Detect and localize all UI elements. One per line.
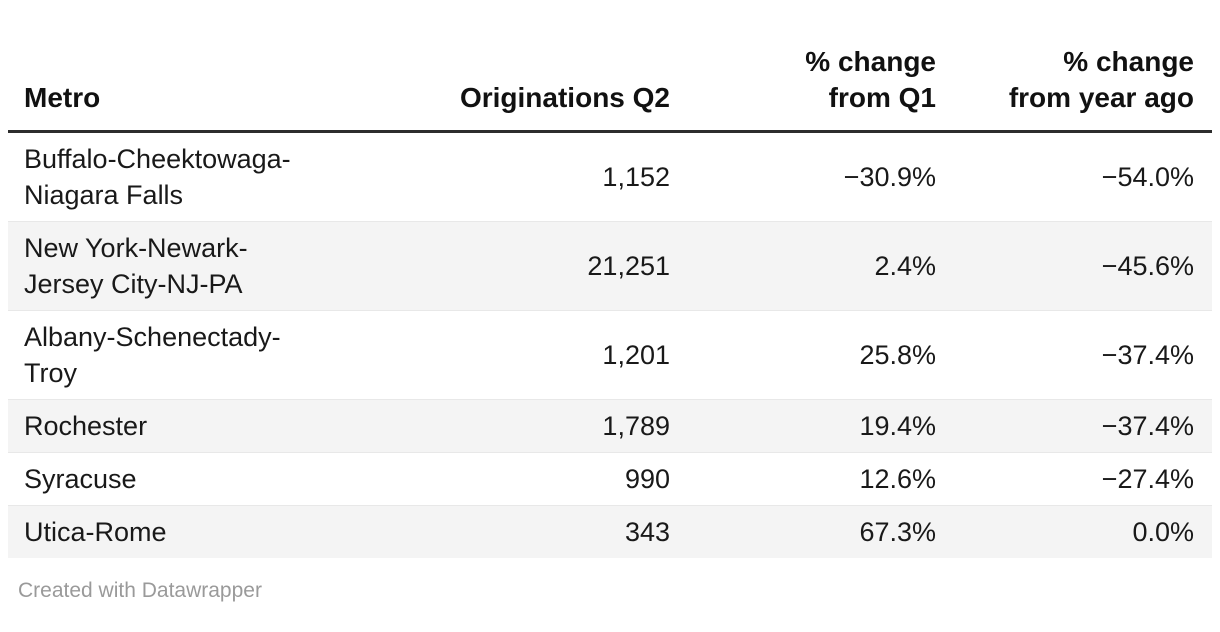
change-q1-cell: 12.6%	[859, 464, 936, 494]
change-year-cell: −37.4%	[1101, 340, 1194, 370]
table-row: Syracuse 990 12.6% −27.4%	[8, 452, 1212, 506]
change-year-cell: 0.0%	[1132, 517, 1194, 547]
metro-cell: Buffalo-Cheektowaga- Niagara Falls	[24, 144, 291, 210]
metro-cell: New York-Newark- Jersey City-NJ-PA	[24, 233, 248, 299]
change-year-cell: −45.6%	[1101, 251, 1194, 281]
table-row: Albany-Schenectady- Troy 1,201 25.8% −37…	[8, 310, 1212, 400]
originations-cell: 1,789	[602, 411, 670, 441]
table-header: Metro Originations Q2 % change from Q1 %…	[8, 44, 1212, 133]
datawrapper-credit-link[interactable]: Created with Datawrapper	[18, 579, 262, 602]
metro-cell: Syracuse	[24, 464, 137, 494]
originations-cell: 1,152	[602, 162, 670, 192]
table-row: Utica-Rome 343 67.3% 0.0%	[8, 505, 1212, 558]
change-year-cell: −37.4%	[1101, 411, 1194, 441]
metro-cell: Utica-Rome	[24, 517, 167, 547]
originations-cell: 21,251	[587, 251, 670, 281]
change-year-cell: −54.0%	[1101, 162, 1194, 192]
change-year-cell: −27.4%	[1101, 464, 1194, 494]
metro-cell: Albany-Schenectady- Troy	[24, 322, 281, 388]
table-row: New York-Newark- Jersey City-NJ-PA 21,25…	[8, 221, 1212, 311]
metro-cell: Rochester	[24, 411, 148, 441]
change-q1-cell: −30.9%	[843, 162, 936, 192]
table-row: Buffalo-Cheektowaga- Niagara Falls 1,152…	[8, 132, 1212, 222]
table-row: Rochester 1,789 19.4% −37.4%	[8, 399, 1212, 453]
change-q1-cell: 19.4%	[859, 411, 936, 441]
originations-cell: 1,201	[602, 340, 670, 370]
column-header-metro: Metro	[8, 44, 420, 133]
table-body: Buffalo-Cheektowaga- Niagara Falls 1,152…	[8, 132, 1212, 558]
column-header-originations-q2: Originations Q2	[420, 44, 688, 133]
originations-cell: 990	[624, 464, 670, 494]
change-q1-cell: 2.4%	[874, 251, 936, 281]
column-header-change-from-q1: % change from Q1	[688, 44, 954, 133]
originations-cell: 343	[624, 517, 670, 547]
column-header-change-from-year-ago: % change from year ago	[954, 44, 1212, 133]
metro-originations-table: Metro Originations Q2 % change from Q1 %…	[8, 44, 1212, 558]
change-q1-cell: 25.8%	[859, 340, 936, 370]
change-q1-cell: 67.3%	[859, 517, 936, 547]
header-row: Metro Originations Q2 % change from Q1 %…	[8, 44, 1212, 133]
